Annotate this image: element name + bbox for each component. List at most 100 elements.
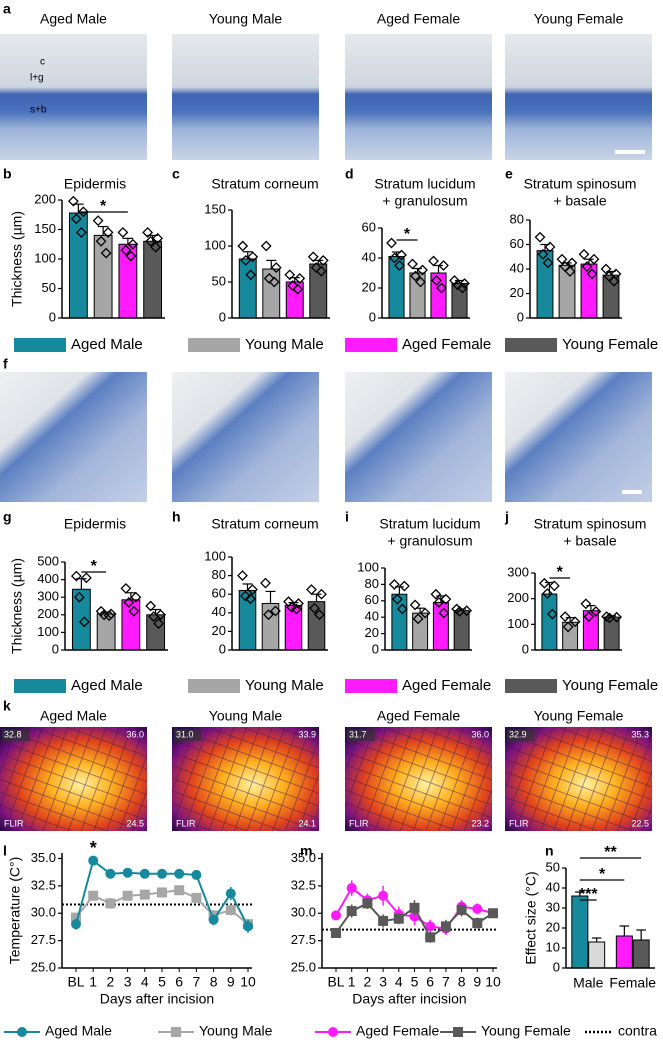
- data-point: [245, 593, 256, 605]
- data-point: [150, 241, 162, 253]
- temp-reading: 32.9: [509, 729, 527, 739]
- data-point: [92, 215, 104, 227]
- scale-max: 36.0: [471, 729, 489, 739]
- bar: [615, 935, 633, 969]
- y-tick-label: 100: [34, 250, 56, 265]
- data-point: [316, 588, 327, 600]
- data-point: [394, 260, 405, 271]
- legend-swatch: [505, 679, 557, 693]
- bar: [602, 274, 620, 319]
- histology-image: [345, 34, 492, 160]
- scale-max: 35.3: [631, 729, 649, 739]
- temp-reading: 31.7: [349, 729, 367, 739]
- y-tick-label: 20: [362, 279, 376, 294]
- legend-marker: [328, 1027, 338, 1037]
- y-tick-label: 27.5: [291, 932, 316, 947]
- bar: [391, 593, 408, 651]
- data-point: [459, 278, 470, 289]
- y-tick-label: 20: [212, 623, 226, 638]
- data-point: [580, 598, 592, 610]
- data-point: [71, 912, 81, 923]
- scale-min: 24.1: [298, 818, 316, 828]
- data-point: [100, 247, 112, 259]
- data-point: [260, 577, 271, 589]
- data-point: [152, 232, 164, 244]
- chart-title: Stratum corneum: [211, 516, 318, 532]
- chart-title: Stratum spinosum: [534, 516, 647, 532]
- legend-label: Young Male: [199, 1023, 273, 1039]
- data-point: [391, 593, 403, 605]
- chart-title: Stratum lucidum: [374, 176, 475, 192]
- y-tick-label: 30.0: [31, 905, 56, 920]
- y-tick-label: 50: [212, 273, 226, 288]
- x-tick-label: 1: [348, 974, 356, 990]
- data-point: [122, 867, 133, 878]
- data-point: [240, 590, 251, 602]
- temp-box: [174, 729, 202, 741]
- histology-image: [172, 34, 319, 160]
- panel-letter: e: [505, 166, 513, 182]
- legend-label: Young Male: [245, 336, 324, 353]
- data-point: [488, 908, 498, 919]
- brand: FLIR: [176, 818, 196, 828]
- panel-letter: h: [172, 509, 181, 525]
- y-tick-label: 50: [546, 859, 560, 874]
- chart-title: Stratum lucidum: [379, 516, 480, 532]
- layer-label: c: [40, 57, 45, 68]
- image-title: Young Female: [534, 11, 624, 27]
- data-point: [263, 609, 274, 621]
- data-point: [346, 906, 357, 917]
- legend-label: Young Female: [562, 336, 658, 353]
- y-tick-label: 32.5: [291, 877, 316, 892]
- data-point: [70, 570, 82, 582]
- x-tick-label: BL: [67, 974, 84, 990]
- x-tick-label: 8: [458, 974, 466, 990]
- y-tick-label: 0: [369, 309, 376, 324]
- y-tick-label: 40: [362, 249, 376, 264]
- data-point: [378, 890, 389, 901]
- legend-label: contra: [618, 1023, 657, 1039]
- data-point: [105, 898, 116, 909]
- bar: [93, 234, 113, 319]
- legend-label: Aged Female: [402, 336, 491, 353]
- panel-letter: i: [345, 509, 349, 525]
- data-point: [139, 868, 150, 879]
- y-tick-label: 150: [34, 221, 56, 236]
- data-point: [291, 603, 302, 615]
- data-point: [268, 276, 280, 288]
- brand: FLIR: [349, 818, 369, 828]
- data-point: [237, 570, 248, 582]
- data-point: [245, 269, 257, 281]
- histology-image: [172, 372, 319, 502]
- data-point: [130, 591, 142, 603]
- x-tick-label: 7: [442, 974, 450, 990]
- bar: [96, 613, 116, 651]
- panel-letter: d: [345, 166, 354, 182]
- data-point: [449, 275, 460, 286]
- significance-label: ***: [579, 886, 598, 903]
- data-point: [247, 251, 259, 263]
- data-point: [425, 921, 436, 932]
- bar: [432, 601, 449, 651]
- significance-label: **: [604, 844, 617, 861]
- data-point: [294, 272, 306, 284]
- data-point: [88, 890, 99, 901]
- chart-title: + granulosum: [382, 193, 467, 209]
- y-axis-label: Thickness (µm): [9, 211, 25, 307]
- data-point: [75, 227, 87, 238]
- data-point: [544, 241, 556, 253]
- data-point: [608, 275, 620, 287]
- chart-title: + basale: [563, 533, 617, 549]
- data-point: [191, 892, 202, 903]
- data-point: [388, 578, 400, 590]
- legend-swatch: [345, 338, 397, 352]
- data-point: [611, 611, 623, 623]
- temp-reading: 31.0: [176, 729, 194, 739]
- data-point: [559, 611, 571, 623]
- x-tick-label: 6: [175, 974, 183, 990]
- scale-min: 22.5: [631, 818, 649, 828]
- legend-swatch: [188, 679, 240, 693]
- data-point: [454, 606, 466, 617]
- data-point: [331, 910, 341, 921]
- data-point: [157, 868, 167, 879]
